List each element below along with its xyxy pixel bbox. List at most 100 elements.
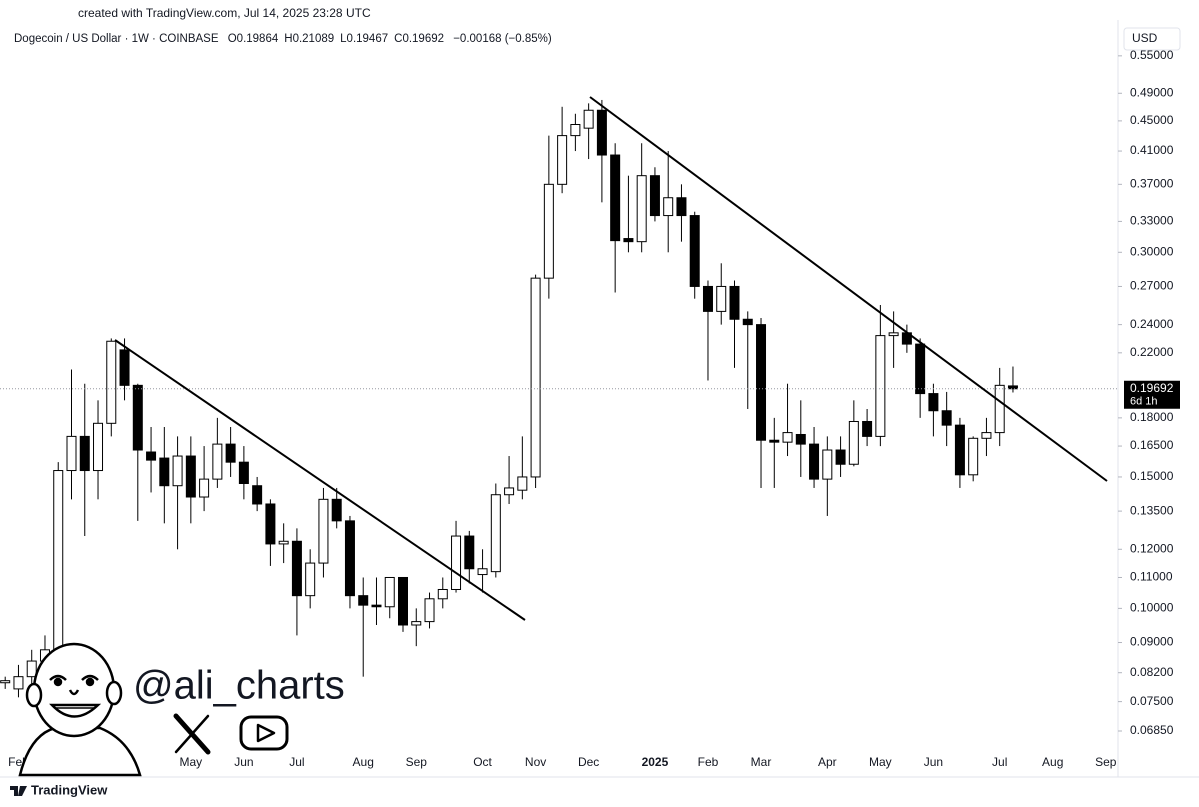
candle-body [146, 451, 157, 461]
candle-body [795, 433, 806, 445]
y-tick-label: 0.08200 [1130, 665, 1174, 679]
candle-body [941, 410, 952, 426]
candle-body [106, 340, 117, 424]
x-tick-label: Mar [751, 755, 772, 769]
y-tick-label: 0.13500 [1130, 503, 1174, 517]
candle-body [291, 540, 302, 597]
x-tick-label: Sep [1095, 755, 1117, 769]
candle-body [159, 457, 170, 487]
x-tick-label: Jun [924, 755, 943, 769]
candle-body [981, 432, 992, 439]
candle-body [968, 437, 979, 476]
candle-body [915, 343, 926, 395]
candle-body [994, 384, 1005, 434]
candle-body [557, 135, 568, 185]
candle-body [702, 285, 713, 312]
youtube-icon[interactable] [239, 715, 289, 751]
symbol: Dogecoin / US Dollar · 1W · COINBASE [14, 33, 219, 45]
x-tick-label: Jul [289, 755, 304, 769]
change: −0.00168 (−0.85%) [453, 33, 552, 45]
y-tick-label: 0.07500 [1130, 694, 1174, 708]
plot-area: 0.55000 0.49000 0.45000 0.41000 0.37000 0.330… [0, 48, 1180, 769]
x-tick-label: Jul [992, 755, 1007, 769]
currency-box[interactable] [1123, 27, 1181, 51]
candle-body [26, 660, 37, 678]
y-tick-label: 0.33000 [1130, 214, 1174, 228]
candle-body [649, 175, 660, 217]
brand-logo [10, 786, 27, 796]
candle-body [437, 588, 448, 600]
candle-body [543, 183, 554, 279]
countdown: 6d 1h [1130, 396, 1158, 408]
y-tick-label: 0.09000 [1130, 635, 1174, 649]
candle-body [822, 449, 833, 480]
ohlc-label: L [340, 33, 347, 45]
candle-body [636, 175, 647, 243]
candle-body [66, 435, 77, 472]
candle-body [0, 680, 11, 684]
currency[interactable]: USD [1132, 31, 1158, 45]
candle-body [504, 487, 515, 496]
y-tick-label: 0.15000 [1130, 469, 1174, 483]
candle-body [384, 576, 395, 608]
y-tick-label: 0.41000 [1130, 143, 1174, 157]
x-tick-label: May [180, 755, 203, 769]
y-tick-label: 0.45000 [1130, 113, 1174, 127]
candle-body [716, 285, 727, 312]
watermark: @ali_charts [133, 664, 345, 708]
candle-body [782, 432, 793, 443]
candle-body [305, 562, 316, 597]
candle-body [358, 595, 369, 606]
candle-body [756, 324, 767, 441]
ohlc-value: 0.21089 [293, 33, 335, 45]
candle-body [185, 455, 196, 498]
candle-body [93, 422, 104, 472]
candle-body [583, 109, 594, 129]
candle-body [451, 535, 462, 590]
candle-body [278, 540, 289, 545]
y-tick-label: 0.24000 [1130, 317, 1174, 331]
symbol-legend: Dogecoin / US Dollar · 1W · COINBASE O 0.… [14, 33, 552, 45]
y-tick-label: 0.27000 [1130, 279, 1174, 293]
candle-body [199, 478, 210, 498]
candle-body [119, 349, 130, 386]
candle-body [623, 238, 634, 243]
x-tick-label: Sep [406, 755, 428, 769]
y-tick-label: 0.06850 [1130, 723, 1174, 737]
ohlc-label: C [394, 33, 402, 45]
candle-body [862, 420, 873, 437]
x-tick-label: Aug [1042, 755, 1063, 769]
y-tick-label: 0.30000 [1130, 244, 1174, 258]
candle-body [132, 384, 143, 451]
candle-body [1007, 385, 1018, 390]
ohlc-label: O [228, 33, 237, 45]
candle-body [875, 335, 886, 437]
candle-body [464, 535, 475, 570]
brand: TradingView [31, 782, 108, 797]
candle-body [835, 449, 846, 465]
candle-body [238, 461, 249, 485]
x-tick-label: May [869, 755, 892, 769]
candle-body [53, 470, 64, 651]
candle-body [517, 476, 528, 491]
candle-body [490, 494, 501, 573]
candle-body [742, 318, 753, 326]
ohlc-label: H [284, 33, 292, 45]
x-tick-label: 2025 [642, 755, 669, 769]
x-tick-label: Feb [698, 755, 719, 769]
created-note: created with TradingView.com, Jul 14, 20… [78, 6, 371, 20]
candle-body [371, 604, 382, 608]
candle-body [212, 443, 223, 480]
candle-body [265, 503, 276, 545]
price-label-box [1124, 380, 1180, 409]
candle-body [13, 676, 24, 690]
candle-body [225, 443, 236, 463]
candle-body [689, 215, 700, 287]
candle-body [769, 439, 780, 443]
x-icon[interactable] [173, 713, 211, 755]
ohlc-legend: O0.19864 H0.21089 L0.19467 C0.19692 [228, 33, 444, 45]
candle-body [424, 598, 435, 623]
y-tick-label: 0.55000 [1130, 48, 1174, 62]
